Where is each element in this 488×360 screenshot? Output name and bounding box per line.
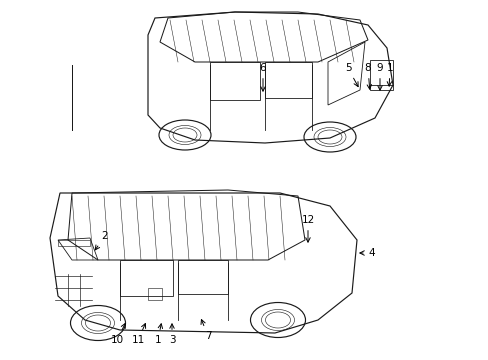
Text: 7: 7 <box>201 320 211 341</box>
Text: 8: 8 <box>364 63 371 89</box>
Text: 2: 2 <box>95 231 108 250</box>
Text: 12: 12 <box>301 215 314 242</box>
Text: 5: 5 <box>344 63 357 87</box>
Text: 6: 6 <box>259 63 266 91</box>
Text: 11: 11 <box>131 324 145 345</box>
Text: 9: 9 <box>376 63 383 90</box>
Text: 1: 1 <box>386 63 392 86</box>
Text: 10: 10 <box>110 323 125 345</box>
Text: 3: 3 <box>168 324 175 345</box>
Text: 1: 1 <box>154 324 162 345</box>
Text: 4: 4 <box>359 248 375 258</box>
